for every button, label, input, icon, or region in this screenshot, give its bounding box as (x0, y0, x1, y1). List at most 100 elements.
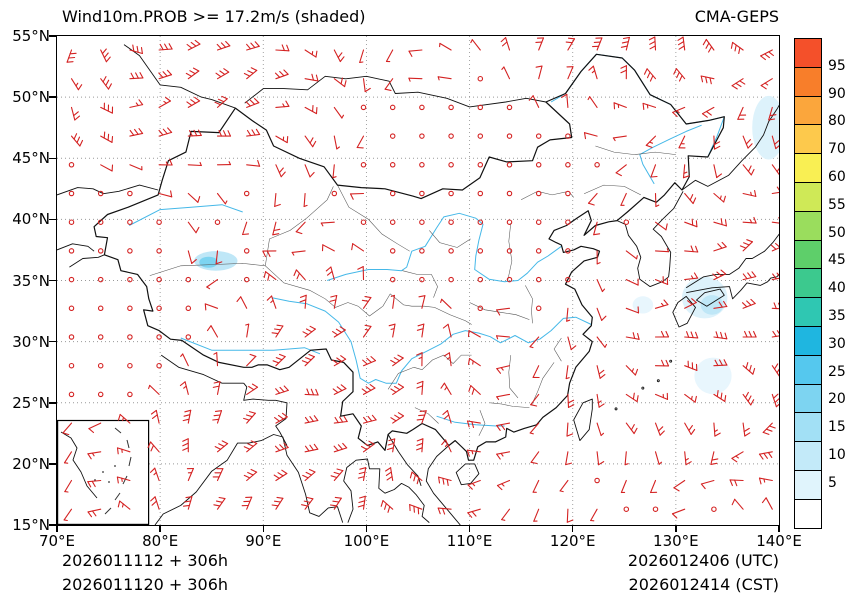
wind-barb (625, 332, 640, 340)
wind-barb (304, 135, 317, 148)
wind-barb (535, 133, 542, 139)
wind-barb (477, 104, 484, 111)
wind-barb (127, 391, 133, 398)
wind-barb (762, 422, 776, 435)
wind-barb (419, 104, 425, 111)
wind-barb (620, 36, 630, 51)
wind-barb (357, 266, 365, 281)
wind-barb (275, 100, 290, 108)
lat-tick-mark (49, 96, 56, 98)
wind-barb (771, 135, 779, 150)
wind-barb (206, 279, 219, 290)
wind-barb (771, 216, 779, 224)
colorbar-cell (795, 268, 821, 298)
lon-tick-label: 100°E (343, 532, 390, 550)
wind-barb (566, 66, 574, 80)
wind-barb (187, 221, 200, 234)
province-border (595, 145, 676, 155)
colorbar-label: 15 (828, 419, 846, 436)
wind-barb (501, 66, 511, 80)
lat-tick-label: 40°N (12, 210, 50, 229)
colorbar-label: 40 (828, 280, 846, 297)
wind-barb (333, 77, 347, 88)
wind-barb (506, 248, 513, 254)
wind-barb (206, 325, 219, 338)
colorbar-cell (795, 297, 821, 326)
lon-tick-mark (56, 526, 58, 532)
wind-barb (97, 276, 104, 283)
wind-barb (713, 241, 727, 252)
province-border (583, 184, 641, 196)
wind-barb (567, 393, 575, 408)
wind-barb (156, 276, 162, 283)
wind-barb (677, 36, 686, 51)
coastlines-national-borders (57, 44, 779, 525)
colorbar-label: 20 (828, 391, 846, 408)
wind-barb (359, 49, 365, 63)
wind-barb (127, 190, 133, 197)
valid-time-cst: 2026012414 (CST) (628, 575, 779, 594)
wind-barb (700, 75, 715, 85)
wind-barb (215, 68, 230, 80)
wind-barb (730, 41, 744, 55)
wind-barb (596, 451, 605, 466)
wind-barb (242, 221, 250, 236)
wind-barb (356, 135, 365, 149)
wind-barb (274, 442, 289, 453)
wind-barb (684, 218, 698, 228)
coastline (244, 75, 546, 108)
wind-barb (68, 334, 75, 340)
wind-barb (362, 414, 377, 424)
wind-barb (771, 393, 779, 408)
wind-barb (360, 440, 375, 453)
wind-barb (496, 422, 511, 431)
province-border (337, 184, 410, 252)
wind-barb (500, 37, 511, 51)
wind-barb (419, 190, 425, 197)
lat-tick-label: 20°N (12, 454, 50, 473)
colorbar-cell (795, 469, 821, 499)
wind-barb (362, 324, 372, 338)
wind-barb (654, 221, 668, 231)
wind-barb (351, 243, 365, 252)
wind-barb (682, 164, 690, 179)
wind-barb (187, 129, 202, 137)
wind-barb (216, 192, 228, 205)
coastline (243, 382, 288, 446)
wind-barb (496, 335, 511, 340)
island (669, 359, 673, 363)
wind-barb (182, 438, 189, 453)
wind-barb (529, 336, 540, 349)
wind-barb (448, 276, 454, 283)
province-border (358, 293, 472, 325)
wind-barb (156, 305, 162, 312)
wind-barb (299, 294, 307, 309)
wind-barb (713, 192, 726, 203)
wind-barb (100, 48, 111, 63)
wind-barb (506, 162, 513, 168)
wind-barb (215, 250, 223, 265)
wind-barb (565, 451, 573, 466)
wind-barb (625, 392, 639, 403)
wind-barb (645, 135, 657, 148)
wind-barb (654, 330, 670, 338)
wind-barb (742, 189, 757, 197)
wind-barb (302, 468, 316, 482)
wind-barb (684, 360, 698, 371)
wind-barb (301, 353, 315, 367)
province-borders (149, 145, 676, 436)
wind-barb (271, 496, 284, 510)
coastline (69, 254, 105, 268)
wind-barb (389, 276, 396, 283)
probability-shade-patch (752, 95, 779, 160)
wind-barb (620, 192, 627, 206)
colorbar-cell (795, 412, 821, 442)
wind-barb (129, 164, 143, 171)
wind-barb (212, 468, 224, 482)
wind-barb (385, 467, 394, 482)
wind-barb (62, 422, 73, 436)
wind-barb (771, 330, 779, 338)
wind-barb (565, 248, 571, 254)
wind-barb (712, 269, 727, 281)
wind-barb (275, 164, 286, 178)
